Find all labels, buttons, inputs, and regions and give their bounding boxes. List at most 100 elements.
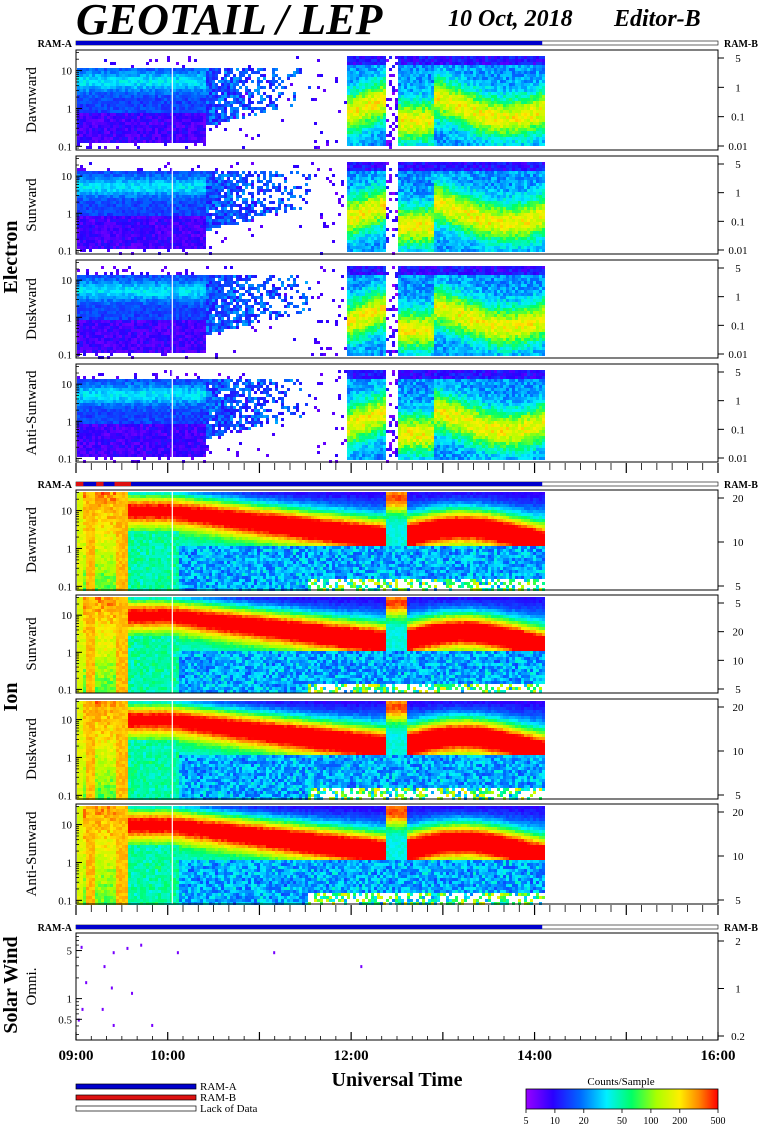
group-ion: RAM-A RAM-B Ion Dawnward 10 1 0.1 20 10 5 Sunward 1… bbox=[0, 480, 758, 915]
right-tick-label: 5 bbox=[735, 159, 741, 171]
right-tick-label: 20 bbox=[733, 493, 745, 505]
right-tick-label: 5 bbox=[735, 598, 741, 610]
ram-left-label: RAM-A bbox=[38, 39, 73, 50]
legend-swatch bbox=[76, 1084, 196, 1089]
right-tick-label: 10 bbox=[733, 655, 745, 667]
left-tick-label: 10 bbox=[61, 715, 73, 727]
panel-label: Duskward bbox=[24, 718, 40, 780]
sw-point bbox=[360, 965, 362, 968]
ram-a-bar bbox=[76, 925, 542, 929]
right-tick-label: 0.1 bbox=[731, 216, 745, 228]
ram-left-label: RAM-A bbox=[38, 923, 73, 934]
left-tick-label: 1 bbox=[67, 208, 73, 220]
colorbar-tick-label: 50 bbox=[617, 1116, 627, 1127]
right-tick-label: 0.01 bbox=[728, 245, 747, 257]
right-tick-label: 10 bbox=[733, 746, 745, 758]
plot-canvas: GEOTAIL / LEP10 Oct, 2018Editor-BRAM-ARA… bbox=[0, 0, 762, 1128]
right-tick-label: 1 bbox=[735, 82, 741, 94]
left-tick-label: 0.5 bbox=[58, 1014, 72, 1026]
legend-swatch bbox=[76, 1095, 196, 1100]
sw-point bbox=[113, 951, 115, 954]
left-tick-label: 0.1 bbox=[58, 245, 72, 257]
ram-left-label: RAM-A bbox=[38, 480, 73, 491]
x-tick-label: 16:00 bbox=[701, 1048, 736, 1064]
colorbar-gradient bbox=[526, 1089, 718, 1109]
group-label: Ion bbox=[0, 683, 22, 712]
left-tick-label: 1 bbox=[67, 103, 73, 115]
sw-point bbox=[126, 947, 128, 950]
left-tick-label: 10 bbox=[61, 379, 73, 391]
right-tick-label: 5 bbox=[735, 581, 741, 593]
left-tick-label: 0.1 bbox=[58, 349, 72, 361]
left-tick-label: 10 bbox=[61, 506, 73, 518]
right-tick-label: 0.1 bbox=[731, 320, 745, 332]
x-tick-label: 10:00 bbox=[150, 1048, 185, 1064]
panel-label: Duskward bbox=[24, 278, 40, 340]
right-tick-label: 10 bbox=[733, 851, 745, 863]
panel-label: Dawnward bbox=[24, 507, 40, 573]
left-tick-label: 0.1 bbox=[58, 141, 72, 153]
sw-point bbox=[85, 981, 87, 984]
colorbar-tick-label: 5 bbox=[524, 1116, 529, 1127]
right-tick-label: 0.1 bbox=[731, 424, 745, 436]
colorbar-tick-label: 10 bbox=[550, 1116, 560, 1127]
geotail-lep-summary-plot: GEOTAIL / LEP10 Oct, 2018Editor-BRAM-ARA… bbox=[0, 0, 762, 1128]
right-tick-label: 5 bbox=[735, 684, 741, 696]
left-tick-label: 10 bbox=[61, 820, 73, 832]
sw-point bbox=[177, 951, 179, 954]
group-label: Solar Wind bbox=[0, 936, 22, 1033]
left-tick-label: 1 bbox=[67, 752, 73, 764]
left-tick-label: 0.1 bbox=[58, 684, 72, 696]
right-tick-label: 2 bbox=[735, 936, 741, 948]
left-tick-label: 10 bbox=[61, 171, 73, 183]
colorbar-title: Counts/Sample bbox=[587, 1076, 654, 1088]
right-tick-label: 5 bbox=[735, 263, 741, 275]
right-tick-label: 1 bbox=[735, 188, 741, 200]
legend-label: Lack of Data bbox=[200, 1103, 258, 1115]
plot-date: 10 Oct, 2018 bbox=[448, 6, 573, 32]
left-tick-label: 0.1 bbox=[58, 895, 72, 907]
left-tick-label: 1 bbox=[67, 857, 73, 869]
ram-right-label: RAM-B bbox=[724, 39, 758, 50]
colorbar-tick-label: 100 bbox=[643, 1116, 658, 1127]
left-tick-label: 1 bbox=[67, 994, 73, 1006]
colorbar-tick-label: 200 bbox=[672, 1116, 687, 1127]
x-tick-label: 09:00 bbox=[59, 1048, 94, 1064]
ram-right-label: RAM-B bbox=[724, 480, 758, 491]
colorbar-tick-label: 500 bbox=[711, 1116, 726, 1127]
ram-b-bar bbox=[115, 482, 132, 486]
panel-label: Sunward bbox=[24, 617, 40, 671]
left-tick-label: 10 bbox=[61, 66, 73, 78]
panel-label: Dawnward bbox=[24, 67, 40, 133]
sw-point bbox=[151, 1024, 153, 1027]
right-tick-label: 20 bbox=[733, 627, 745, 639]
plot-editor: Editor-B bbox=[613, 6, 701, 32]
ram-b-bar bbox=[96, 482, 103, 486]
x-tick-label: 14:00 bbox=[517, 1048, 552, 1064]
left-tick-label: 0.1 bbox=[58, 453, 72, 465]
right-tick-label: 5 bbox=[735, 53, 741, 65]
right-tick-label: 0.01 bbox=[728, 349, 747, 361]
colorbar: Counts/Sample 5 10 20 50 100 200 500 bbox=[524, 1076, 726, 1127]
colorbar-tick-label: 20 bbox=[579, 1116, 589, 1127]
ram-a-bar bbox=[76, 482, 542, 486]
left-tick-label: 1 bbox=[67, 543, 73, 555]
sw-point bbox=[140, 944, 142, 947]
right-tick-label: 0.01 bbox=[728, 453, 747, 465]
sw-point bbox=[104, 965, 106, 968]
panel-label: Anti-Sunward bbox=[24, 370, 40, 455]
right-tick-label: 0.2 bbox=[731, 1031, 745, 1043]
x-tick-label: 12:00 bbox=[334, 1048, 369, 1064]
right-tick-label: 5 bbox=[735, 367, 741, 379]
right-tick-label: 1 bbox=[735, 984, 741, 996]
x-axis-label: Universal Time bbox=[332, 1069, 463, 1091]
ram-a-bar bbox=[76, 41, 542, 45]
